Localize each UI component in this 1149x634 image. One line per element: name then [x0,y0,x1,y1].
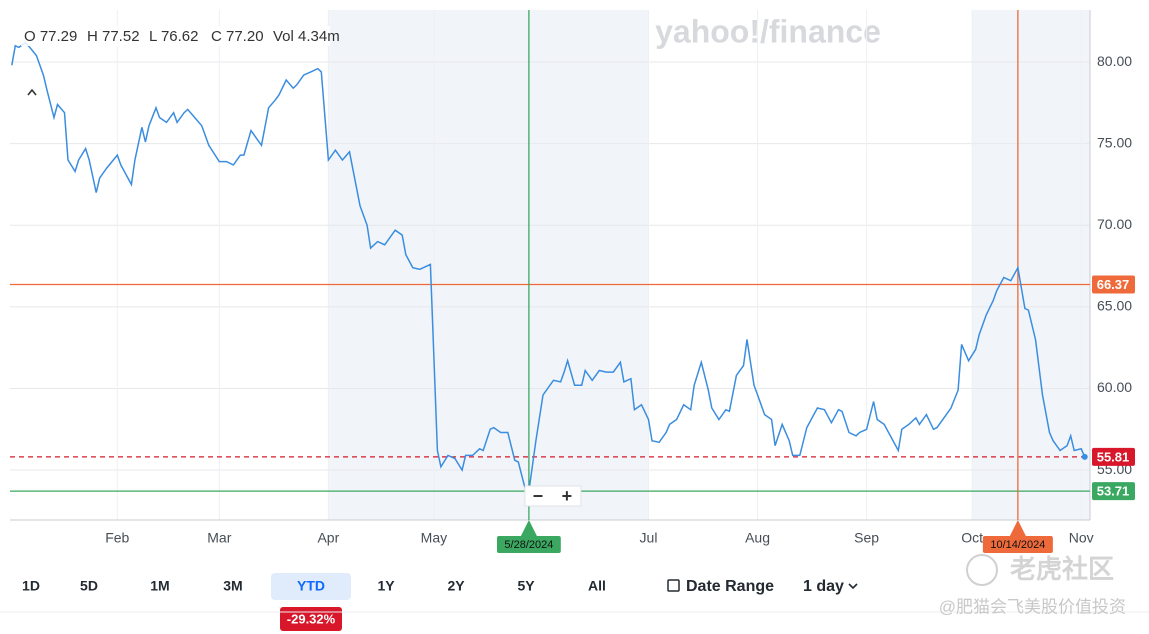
ohlc-value: O 77.29 [24,28,77,45]
zoom-box [524,485,582,507]
price-line [11,41,1086,493]
range-button[interactable]: 1Y [377,578,395,594]
range-button[interactable]: 5D [80,578,98,594]
zoom-button[interactable]: − [533,486,544,506]
interval-chevron[interactable] [848,583,858,590]
logo-watermark: yahoo!/finance [655,13,881,49]
y-tick-label: 60.00 [1097,379,1132,395]
range-button[interactable]: 3M [223,578,242,594]
range-button[interactable]: 2Y [447,578,465,594]
ohlc-bg [146,26,206,46]
x-tick-label: May [421,530,447,546]
x-tick-label: Feb [105,530,129,546]
range-button[interactable]: YTD [297,578,325,594]
last-point [1081,453,1088,460]
ohlc-value: Vol 4.34m [273,28,340,45]
ohlc-value: L 76.62 [149,28,199,45]
marker-label: 5/28/2024 [504,539,553,551]
price-level-badge [1092,447,1135,466]
y-tick-label: 75.00 [1097,134,1132,150]
watermark: @肥猫会飞美股价值投资 [939,597,1126,616]
ohlc-bg [21,26,81,46]
watermark: 老虎社区 [1010,554,1114,584]
x-tick-label: Mar [207,530,231,546]
price-level-badge [1092,482,1135,501]
price-level-badge [1092,275,1135,294]
y-tick-label: 80.00 [1097,53,1132,69]
ohlc-bg [270,26,330,46]
marker-arrow [520,520,537,536]
marker-badge [496,536,561,553]
y-tick-label: 65.00 [1097,298,1132,314]
watermark-icon [966,554,998,586]
range-button[interactable]: 1D [22,578,40,594]
x-tick-label: Aug [745,530,770,546]
date-range-button[interactable]: Date Range [686,578,774,595]
ohlc-bg [208,26,268,46]
marker-arrow [1009,520,1026,536]
y-tick-label: 70.00 [1097,216,1132,232]
change-badge [280,607,342,631]
marker-badge [982,536,1053,553]
zoom-button[interactable]: + [562,486,573,506]
x-tick-label: Apr [317,530,339,546]
price-level-label: 53.71 [1097,484,1130,499]
x-tick-label: Jul [640,530,658,546]
ohlc-value: H 77.52 [87,28,140,45]
calendar-icon [667,579,680,592]
ohlc-value: C 77.20 [211,28,264,45]
price-level-label: 66.37 [1097,277,1130,292]
marker-label: 10/14/2024 [990,539,1045,551]
range-button[interactable]: All [588,578,606,594]
quarter-shade [328,10,649,520]
change-value: -29.32% [287,611,336,626]
range-selected-bg [271,573,351,600]
x-tick-label: Sep [854,530,879,546]
range-button[interactable]: 1M [150,578,169,594]
ohlc-bg [84,26,144,46]
x-tick-label: Nov [1069,530,1094,546]
collapse-caret[interactable] [27,88,37,96]
interval-button[interactable]: 1 day [803,578,844,595]
range-button[interactable]: 5Y [517,578,535,594]
x-tick-label: Oct [961,530,983,546]
price-level-label: 55.81 [1097,449,1130,464]
